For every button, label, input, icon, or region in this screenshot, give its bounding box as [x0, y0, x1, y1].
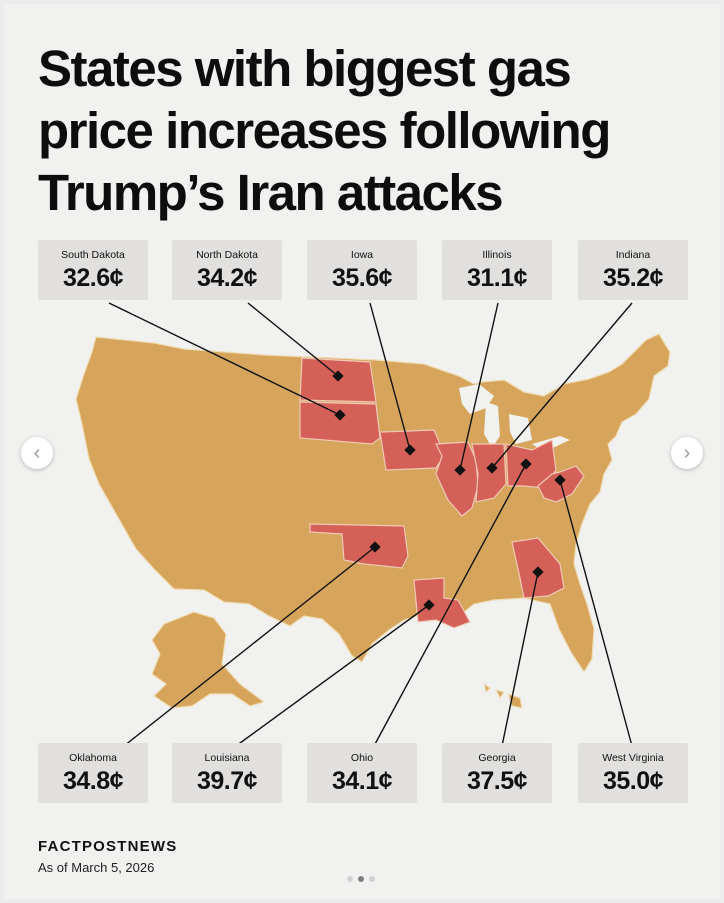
- marker-georgia: [532, 566, 544, 578]
- label-card-south-dakota: South Dakota 32.6¢: [38, 240, 148, 300]
- marker-louisiana: [423, 599, 435, 611]
- marker-illinois: [454, 464, 466, 476]
- brand-name: FACTPOSTNEWS: [38, 838, 178, 855]
- label-card-iowa: Iowa 35.6¢: [307, 240, 417, 300]
- state-name: Georgia: [478, 752, 516, 764]
- price-increase: 34.1¢: [331, 767, 393, 795]
- page-title: States with biggest gas price increases …: [38, 40, 611, 221]
- marker-north-dakota: [332, 370, 344, 382]
- label-card-oklahoma: Oklahoma 34.8¢: [38, 743, 148, 803]
- marker-iowa: [404, 444, 416, 456]
- price-increase: 37.5¢: [466, 767, 528, 795]
- carousel-prev-button[interactable]: ‹: [21, 437, 53, 469]
- price-increase: 35.2¢: [602, 264, 664, 292]
- hawaii: [483, 682, 523, 709]
- label-card-georgia: Georgia 37.5¢: [442, 743, 552, 803]
- label-card-ohio: Ohio 34.1¢: [307, 743, 417, 803]
- marker-oklahoma: [369, 541, 381, 553]
- label-card-illinois: Illinois 31.1¢: [442, 240, 552, 300]
- label-card-indiana: Indiana 35.2¢: [578, 240, 688, 300]
- price-increase: 39.7¢: [196, 767, 258, 795]
- infographic: States with biggest gas price increases …: [4, 4, 720, 899]
- state-name: Ohio: [350, 752, 374, 764]
- state-name: Indiana: [615, 249, 651, 261]
- label-card-north-dakota: North Dakota 34.2¢: [172, 240, 282, 300]
- alaska: [151, 611, 266, 709]
- state-name: South Dakota: [61, 249, 125, 261]
- marker-south-dakota: [334, 409, 346, 421]
- state-south-dakota: [299, 401, 381, 445]
- state-name: Illinois: [482, 249, 512, 261]
- label-card-louisiana: Louisiana 39.7¢: [172, 743, 282, 803]
- pager-dot-active[interactable]: [358, 876, 364, 882]
- pager-dot[interactable]: [347, 876, 353, 882]
- price-increase: 35.6¢: [331, 264, 393, 292]
- state-name: Oklahoma: [69, 752, 117, 764]
- lake-huron: [509, 414, 532, 444]
- state-name: North Dakota: [196, 249, 258, 261]
- lake-michigan: [484, 402, 500, 448]
- carousel-pager: [347, 876, 375, 882]
- marker-west-virginia: [554, 474, 566, 486]
- chevron-left-icon: ‹: [33, 442, 41, 464]
- state-indiana: [471, 443, 507, 503]
- state-illinois: [435, 441, 479, 517]
- us-map: [75, 302, 671, 747]
- price-increase: 35.0¢: [602, 767, 664, 795]
- carousel-next-button[interactable]: ›: [671, 437, 703, 469]
- state-name: Iowa: [350, 249, 374, 261]
- marker-ohio: [520, 458, 532, 470]
- state-name: West Virginia: [602, 752, 664, 764]
- price-increase: 31.1¢: [466, 264, 528, 292]
- marker-indiana: [486, 462, 498, 474]
- price-increase: 32.6¢: [62, 264, 124, 292]
- label-card-west-virginia: West Virginia 35.0¢: [578, 743, 688, 803]
- price-increase: 34.8¢: [62, 767, 124, 795]
- date-note: As of March 5, 2026: [38, 860, 155, 875]
- state-oklahoma: [309, 523, 409, 569]
- state-name: Louisiana: [204, 752, 250, 764]
- pager-dot[interactable]: [369, 876, 375, 882]
- state-louisiana: [413, 577, 471, 629]
- price-increase: 34.2¢: [196, 264, 258, 292]
- chevron-right-icon: ›: [683, 442, 691, 464]
